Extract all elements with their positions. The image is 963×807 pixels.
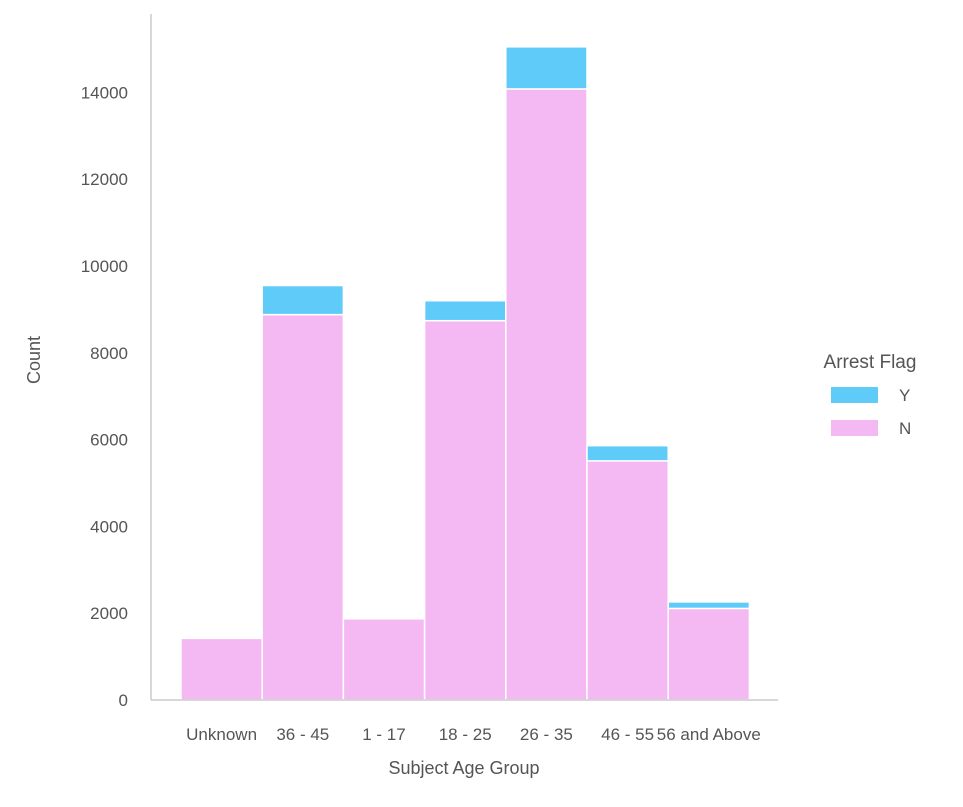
legend-label-Y: Y bbox=[899, 386, 910, 405]
x-tick-label-2: 1 - 17 bbox=[362, 725, 405, 744]
legend-title: Arrest Flag bbox=[824, 352, 917, 373]
bar-n-4 bbox=[505, 88, 588, 701]
bar-n-0 bbox=[180, 637, 263, 701]
x-axis-title: Subject Age Group bbox=[388, 758, 539, 778]
y-tick-label-1: 2000 bbox=[90, 604, 128, 623]
bar-y-3 bbox=[423, 299, 507, 322]
x-tick-label-4: 26 - 35 bbox=[520, 725, 573, 744]
x-tick-label-0: Unknown bbox=[186, 725, 257, 744]
bar-y-6 bbox=[667, 601, 751, 610]
bar-n-2 bbox=[342, 618, 426, 701]
bar-n-6 bbox=[667, 607, 751, 701]
x-tick-label-3: 18 - 25 bbox=[439, 725, 492, 744]
x-tick-label-5: 46 - 55 bbox=[601, 725, 654, 744]
x-tick-label-1: 36 - 45 bbox=[276, 725, 329, 744]
y-tick-label-6: 12000 bbox=[81, 170, 128, 189]
y-tick-label-5: 10000 bbox=[81, 257, 128, 276]
legend-swatch-Y bbox=[831, 387, 878, 403]
y-tick-label-7: 14000 bbox=[81, 83, 128, 102]
y-axis-title: Count bbox=[24, 336, 44, 384]
y-tick-labels: 0 2000 4000 6000 8000 10000 12000 14000 bbox=[81, 83, 128, 710]
bar-n-1 bbox=[261, 313, 345, 701]
y-tick-label-4: 8000 bbox=[90, 344, 128, 363]
y-tick-label-3: 6000 bbox=[90, 431, 128, 450]
bar-y-4 bbox=[505, 46, 588, 90]
legend: Arrest Flag YN bbox=[824, 352, 917, 438]
legend-label-N: N bbox=[899, 419, 911, 438]
bar-n-5 bbox=[586, 460, 669, 701]
bars-group bbox=[180, 46, 751, 701]
legend-swatch-N bbox=[831, 420, 878, 436]
y-tick-label-0: 0 bbox=[119, 691, 128, 710]
bar-y-1 bbox=[261, 284, 345, 316]
bar-n-3 bbox=[423, 319, 507, 701]
y-tick-label-2: 4000 bbox=[90, 517, 128, 536]
x-tick-label-6: 56 and Above bbox=[657, 725, 761, 744]
x-tick-labels: Unknown 36 - 45 1 - 17 18 - 25 26 - 35 46 - 5… bbox=[186, 725, 761, 744]
bar-y-5 bbox=[586, 444, 669, 462]
